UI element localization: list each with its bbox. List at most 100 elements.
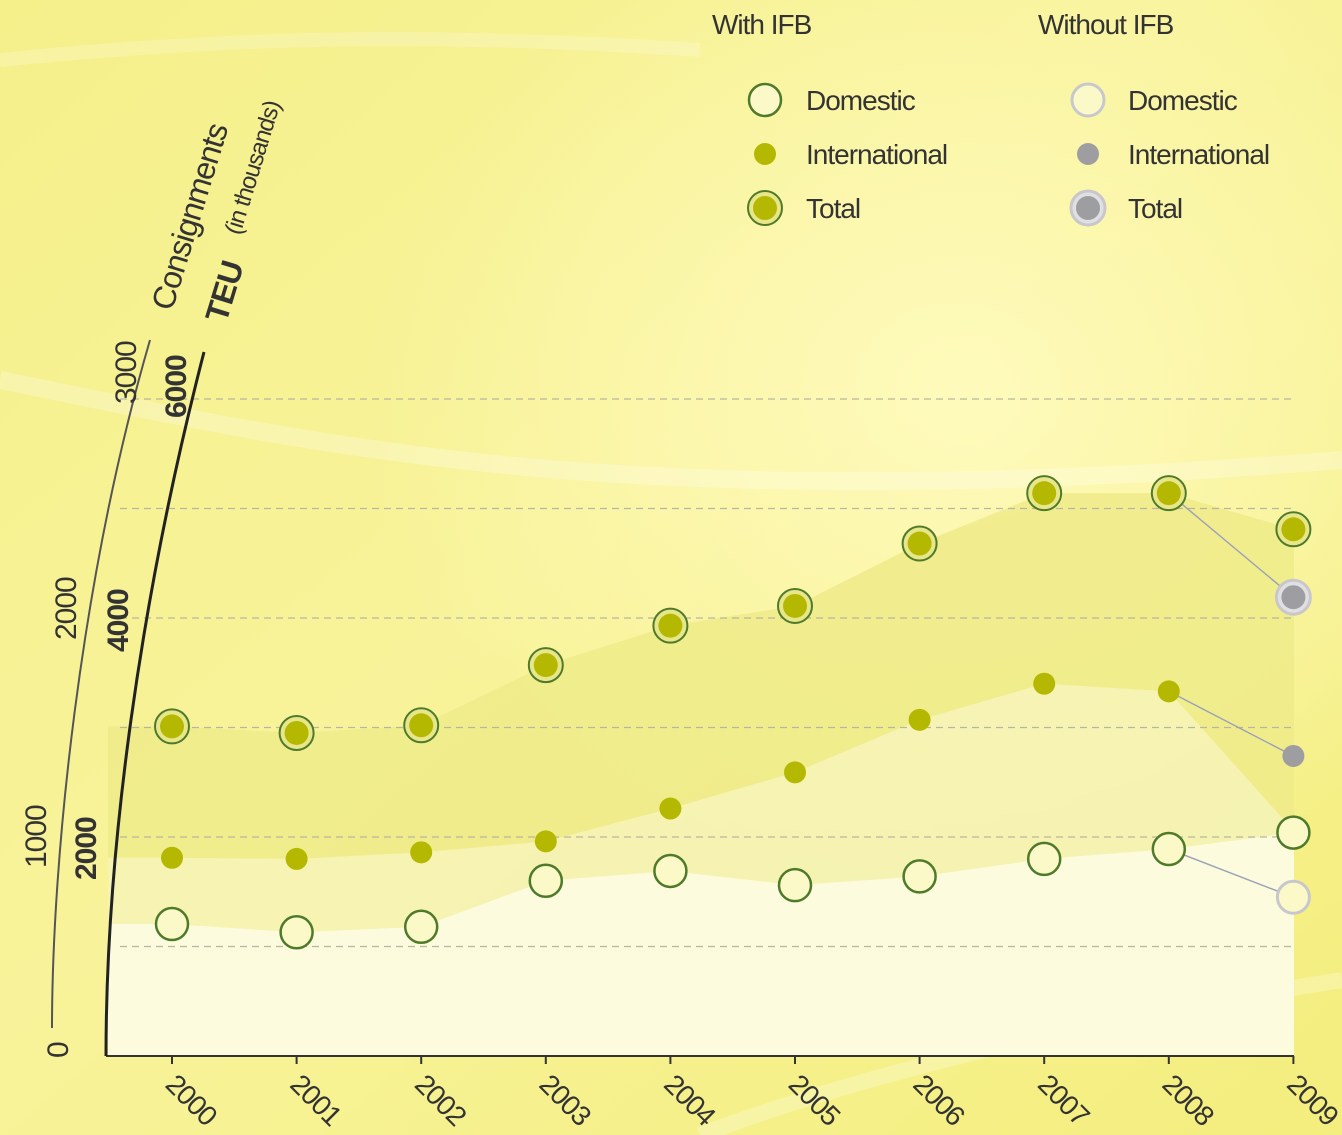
marker-shape [1076,196,1100,220]
marker-shape [1276,815,1311,850]
total-with-ifb-point [1150,475,1187,512]
teu-tick-label: 6000 [160,355,193,418]
consignments-tick-label: 1000 [20,805,53,868]
marker-shape [533,653,558,678]
total-with-ifb-point [154,708,190,745]
marker-shape [528,863,564,899]
marker-shape [409,713,434,738]
domestic-with-ifb-point [653,853,688,889]
legend: With IFB Domestic International Total Withou… [712,9,1270,227]
domestic-with-ifb-point [279,915,314,950]
legend-entry-label: International [1128,139,1269,170]
total-with-ifb-point [1275,511,1312,548]
legend-marker [747,190,783,226]
domestic-with-ifb-point [528,863,564,899]
marker-shape [1281,517,1306,542]
domestic-with-ifb-point [154,906,190,942]
marker-shape [284,720,309,745]
domestic-with-ifb-point [1151,831,1187,867]
axes [51,339,1295,1064]
marker-shape [1032,481,1057,506]
marker-shape [784,761,806,784]
marker-shape [658,613,683,638]
marker-shape [747,82,783,118]
international-with-ifb-point [908,708,931,731]
marker-shape [1151,831,1187,867]
marker-shape [403,909,439,945]
domestic-band [108,832,1294,1056]
marker-shape [279,915,314,950]
domestic-with-ifb-point [1276,815,1311,850]
legend-marker [754,143,776,165]
international-with-ifb-point [1033,672,1056,695]
international-with-ifb-point [285,847,308,870]
marker-shape [1033,672,1056,695]
international-with-ifb-point [161,846,183,869]
grid-lines [120,398,1292,948]
marker-shape [783,593,807,618]
domestic-without-ifb-point [1275,879,1311,915]
international-with-ifb-point [659,797,682,820]
connector-line [1168,848,1294,898]
legend-entry-label: Total [1128,193,1182,224]
marker-shape [1077,143,1099,165]
consignments-axis-curve [51,339,151,1029]
marker-shape [1281,585,1306,610]
connector-line [1168,492,1294,598]
total-with-ifb-point [278,714,315,751]
marker-shape [754,143,776,165]
total-with-ifb-point [901,525,938,562]
total-with-ifb-point [403,707,440,744]
domestic-with-ifb-point [777,867,813,903]
marker-shape [154,906,190,942]
marker-shape [653,853,688,889]
international-band [108,683,1294,933]
connector-line [1168,690,1294,757]
marker-shape [1026,841,1062,877]
international-without-ifb-point [1282,744,1305,767]
legend-marker [1070,82,1106,118]
legend-entry-label: Domestic [806,85,916,116]
total-band [108,493,1294,859]
international-with-ifb-point [534,830,557,853]
teu-tick-label: 2000 [70,817,103,880]
consignments-tick-label: 0 [42,1042,75,1058]
international-with-ifb-point [410,841,433,864]
marker-shape [1275,879,1311,915]
legend-entry-label: Domestic [1128,85,1238,116]
marker-shape [285,847,308,870]
total-with-ifb-point [777,587,813,624]
marker-shape [1156,481,1181,506]
international-with-ifb-point [784,761,806,784]
domestic-with-ifb-point [403,909,439,945]
teu-tick-label: 4000 [102,589,135,652]
total-without-ifb-point [1274,578,1312,616]
total-with-ifb-point [1026,475,1063,512]
legend-marker [747,82,783,118]
legend-marker [1077,143,1099,165]
marker-shape [161,846,183,869]
international-with-ifb-point [1157,680,1180,703]
legend-entry-label: Total [806,193,860,224]
marker-shape [1157,680,1180,703]
legend-group-heading: Without IFB [1038,9,1174,40]
total-with-ifb-point [652,607,689,644]
consignments-tick-label: 2000 [50,577,83,640]
marker-shape [534,830,557,853]
marker-shape [160,714,184,739]
marker-shape [902,859,937,894]
marker-shape [1070,82,1106,118]
marker-shape [1282,744,1305,767]
domestic-with-ifb-point [1026,841,1062,877]
marker-shape [753,196,777,220]
marker-shape [777,867,813,903]
marker-shape [907,531,932,556]
without-ifb-connectors [1168,492,1294,898]
domestic-with-ifb-point [902,859,937,894]
legend-marker [1069,189,1107,227]
teu-axis-curve [104,351,206,1057]
marker-shape [659,797,682,820]
area-bands [108,493,1294,1056]
